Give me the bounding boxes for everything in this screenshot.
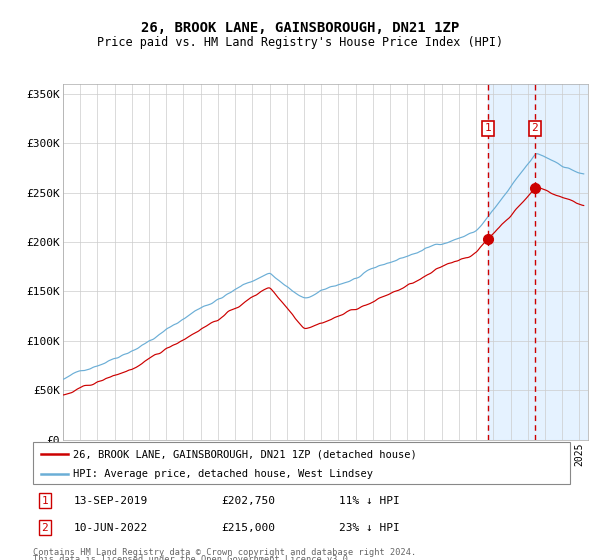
Text: 26, BROOK LANE, GAINSBOROUGH, DN21 1ZP: 26, BROOK LANE, GAINSBOROUGH, DN21 1ZP [141,21,459,35]
Text: 1: 1 [485,123,491,133]
Text: 2: 2 [41,522,48,533]
Text: 26, BROOK LANE, GAINSBOROUGH, DN21 1ZP (detached house): 26, BROOK LANE, GAINSBOROUGH, DN21 1ZP (… [73,449,417,459]
FancyBboxPatch shape [33,442,570,484]
Bar [488,84,588,440]
Text: Contains HM Land Registry data © Crown copyright and database right 2024.: Contains HM Land Registry data © Crown c… [33,548,416,557]
Text: £202,750: £202,750 [221,496,275,506]
Text: 10-JUN-2022: 10-JUN-2022 [73,522,148,533]
Text: 2: 2 [532,123,538,133]
Text: 23% ↓ HPI: 23% ↓ HPI [339,522,400,533]
Text: 1: 1 [41,496,48,506]
Text: £215,000: £215,000 [221,522,275,533]
Text: 13-SEP-2019: 13-SEP-2019 [73,496,148,506]
Text: Price paid vs. HM Land Registry's House Price Index (HPI): Price paid vs. HM Land Registry's House … [97,36,503,49]
Text: This data is licensed under the Open Government Licence v3.0.: This data is licensed under the Open Gov… [33,556,353,560]
Text: 11% ↓ HPI: 11% ↓ HPI [339,496,400,506]
Text: HPI: Average price, detached house, West Lindsey: HPI: Average price, detached house, West… [73,469,373,479]
